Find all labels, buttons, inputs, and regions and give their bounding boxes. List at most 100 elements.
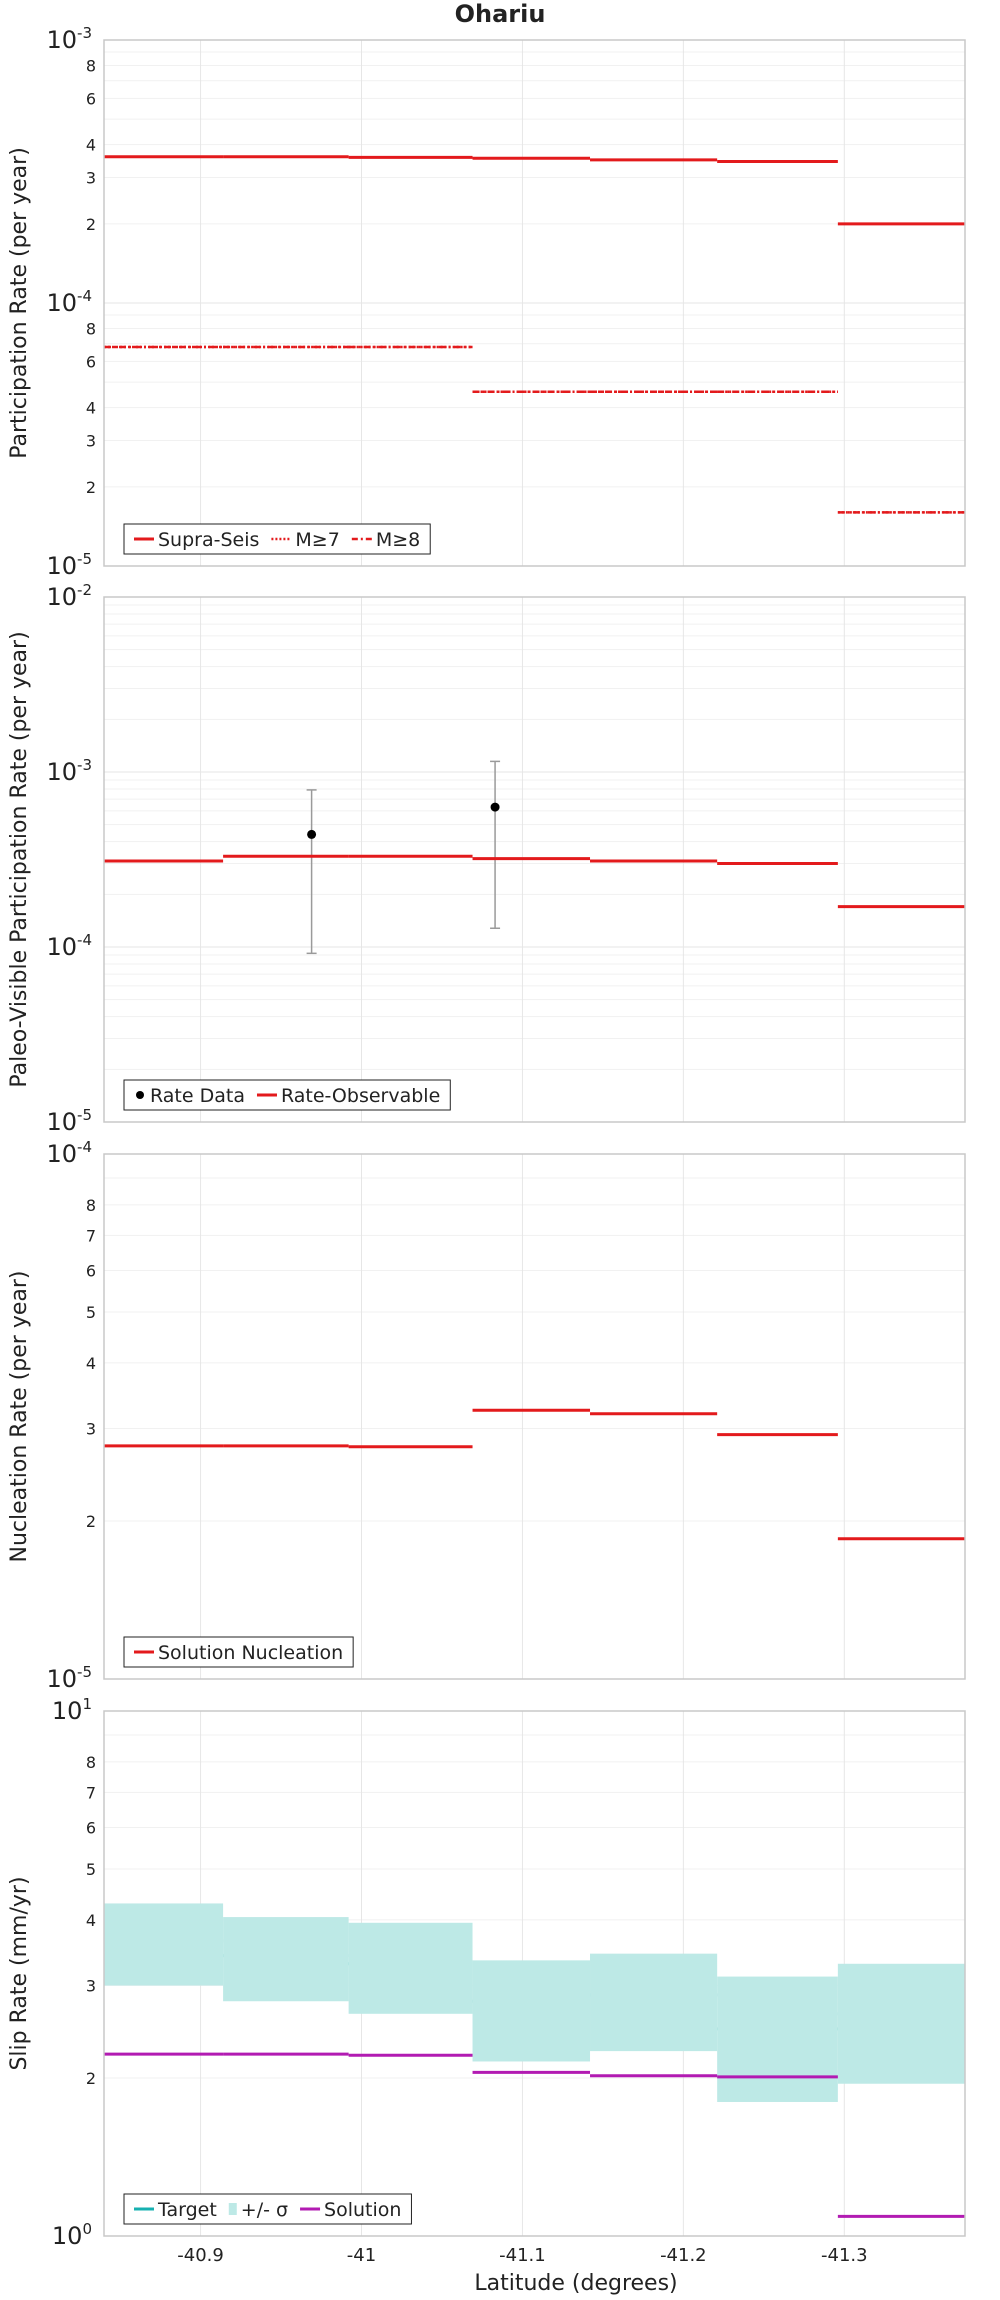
y-tick-exponent: 0 — [82, 2220, 92, 2238]
y-minor-tick-label: 5 — [86, 1860, 96, 1879]
legend-label: M≥7 — [295, 529, 339, 551]
y-tick-base: 10 — [46, 289, 77, 317]
x-tick-label: -40.9 — [177, 2245, 224, 2266]
y-tick-label: 10-3 — [46, 24, 92, 54]
legend-label: Rate-Observable — [281, 1085, 440, 1107]
legend-label: Supra-Seis — [158, 529, 259, 551]
sigma-band — [837, 1963, 965, 2084]
legend-marker — [136, 1091, 144, 1099]
y-tick-base: 10 — [52, 2222, 83, 2250]
y-axis-label: Paleo-Visible Participation Rate (per ye… — [7, 631, 32, 1087]
y-tick-label: 10-5 — [46, 1663, 92, 1693]
y-minor-tick-label: 2 — [86, 1512, 96, 1531]
y-minor-tick-label: 3 — [86, 1420, 96, 1439]
legend-label: +/- σ — [241, 2199, 288, 2221]
legend-label: M≥8 — [376, 529, 420, 551]
y-minor-tick-label: 2 — [86, 478, 96, 497]
y-tick-label: 10-3 — [46, 756, 92, 786]
legend: Solution Nucleation — [123, 1636, 354, 1668]
y-tick-exponent: -2 — [77, 581, 92, 599]
y-minor-tick-label: 8 — [86, 1196, 96, 1215]
legend-label: Rate Data — [150, 1085, 245, 1107]
legend-item: Solution Nucleation — [134, 1642, 343, 1664]
series-rate-observable — [104, 854, 965, 909]
y-tick-exponent: -4 — [77, 287, 92, 305]
y-axis-label: Participation Rate (per year) — [7, 147, 32, 459]
y-tick-label: 101 — [52, 1695, 92, 1725]
y-tick-base: 10 — [46, 26, 77, 54]
legend-item: Rate-Observable — [256, 1085, 440, 1107]
sigma-band — [717, 1976, 838, 2102]
y-minor-tick-label: 8 — [86, 319, 96, 338]
sigma-band — [590, 1953, 718, 2052]
y-minor-tick-label: 3 — [86, 169, 96, 188]
y-minor-tick-label: 4 — [86, 1911, 96, 1930]
data-point — [490, 802, 500, 812]
legend-swatch — [228, 2203, 237, 2215]
y-minor-tick-label: 6 — [86, 1818, 96, 1837]
x-tick-label: -41.3 — [821, 2245, 868, 2266]
y-minor-tick-label: 8 — [86, 1753, 96, 1772]
y-tick-base: 10 — [46, 1140, 77, 1168]
legend-label: Target — [157, 2199, 217, 2221]
plot-frame — [103, 1710, 966, 2237]
legend-item: Target — [134, 2199, 217, 2221]
legend-item: M≥8 — [351, 529, 420, 551]
x-axis-label: Latitude (degrees) — [474, 2271, 677, 2296]
x-tick-label: -41.2 — [660, 2245, 707, 2266]
series-m-7 — [104, 345, 965, 514]
y-minor-tick-label: 3 — [86, 432, 96, 451]
y-tick-label: 10-4 — [46, 287, 92, 317]
legend-label: Solution Nucleation — [158, 1642, 343, 1664]
y-tick-base: 10 — [46, 583, 77, 611]
y-tick-exponent: -4 — [77, 1138, 92, 1156]
y-tick-label: 10-2 — [46, 581, 92, 611]
legend-item: Solution — [300, 2199, 401, 2221]
y-tick-exponent: -3 — [77, 24, 92, 42]
y-tick-exponent: -5 — [77, 1663, 92, 1681]
y-minor-tick-label: 6 — [86, 352, 96, 371]
legend: Rate Data Rate-Observable — [123, 1079, 451, 1111]
legend-item: M≥7 — [271, 529, 340, 551]
y-axis-label: Nucleation Rate (per year) — [7, 1271, 32, 1563]
y-tick-base: 10 — [46, 1665, 77, 1693]
series-supra-seis — [104, 155, 965, 226]
series-- — [104, 1903, 965, 2102]
y-minor-tick-label: 8 — [86, 56, 96, 75]
x-tick-label: -41 — [347, 2245, 376, 2266]
series-rate-data — [306, 760, 501, 955]
y-minor-tick-label: 2 — [86, 2069, 96, 2088]
data-point — [307, 829, 317, 839]
y-tick-label: 100 — [52, 2220, 92, 2250]
series-solution — [104, 2052, 965, 2218]
legend-item: Rate Data — [136, 1085, 245, 1107]
plot-frame — [103, 39, 966, 567]
y-tick-base: 10 — [52, 1697, 83, 1725]
plot-frame — [103, 1153, 966, 1680]
legend-label: Solution — [324, 2199, 401, 2221]
plot-frame — [103, 596, 966, 1123]
y-tick-label: 10-5 — [46, 1106, 92, 1136]
sigma-band — [348, 1922, 473, 2014]
sigma-band — [104, 1903, 224, 1986]
sigma-band — [472, 1960, 591, 2062]
y-minor-tick-label: 2 — [86, 215, 96, 234]
y-minor-tick-label: 7 — [86, 1783, 96, 1802]
y-tick-base: 10 — [46, 758, 77, 786]
y-tick-exponent: 1 — [82, 1695, 92, 1713]
y-minor-tick-label: 4 — [86, 399, 96, 418]
y-tick-exponent: -5 — [77, 550, 92, 568]
y-tick-exponent: -4 — [77, 931, 92, 949]
y-minor-tick-label: 5 — [86, 1303, 96, 1322]
y-tick-exponent: -5 — [77, 1106, 92, 1124]
legend: Supra-Seis M≥7 M≥8 — [123, 523, 431, 555]
x-tick-label: -41.1 — [499, 2245, 546, 2266]
y-tick-exponent: -3 — [77, 756, 92, 774]
y-tick-label: 10-5 — [46, 550, 92, 580]
y-minor-tick-label: 6 — [86, 89, 96, 108]
